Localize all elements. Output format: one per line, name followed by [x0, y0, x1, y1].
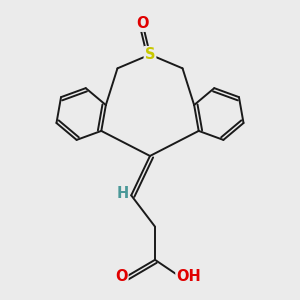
Text: OH: OH	[176, 269, 201, 284]
Text: O: O	[136, 16, 149, 31]
Text: O: O	[115, 269, 128, 284]
Text: H: H	[116, 186, 129, 201]
Text: S: S	[145, 47, 155, 62]
